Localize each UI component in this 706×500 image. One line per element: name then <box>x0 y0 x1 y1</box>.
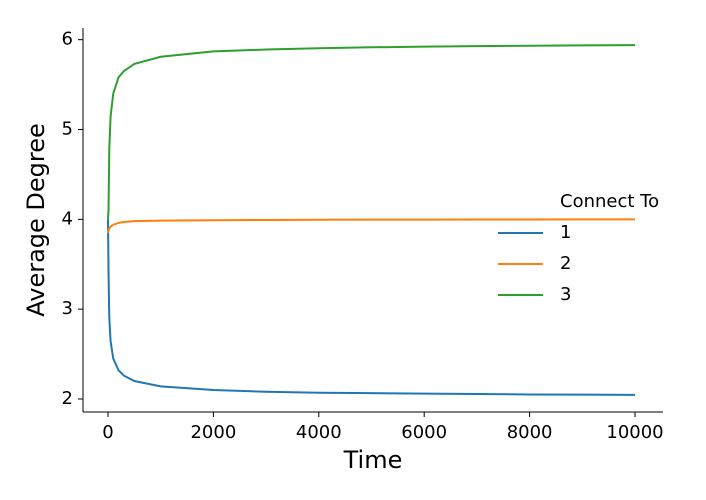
legend-label: 1 <box>560 222 571 243</box>
y-tick-label: 3 <box>62 298 73 319</box>
legend-title: Connect To <box>560 191 659 212</box>
legend-label: 2 <box>560 253 571 274</box>
series-line <box>106 219 636 396</box>
y-tick-label: 4 <box>62 208 73 229</box>
x-tick-label: 2000 <box>190 422 236 443</box>
y-axis-label: Average Degree <box>22 123 50 317</box>
x-tick-label: 4000 <box>296 422 342 443</box>
series-line <box>106 44 636 220</box>
series-line <box>106 218 636 233</box>
x-tick-label: 8000 <box>507 422 553 443</box>
y-tick-label: 2 <box>62 388 73 409</box>
x-tick-label: 10000 <box>606 422 663 443</box>
x-tick-label: 0 <box>102 422 113 443</box>
x-axis-label: Time <box>343 446 403 474</box>
y-tick-label: 6 <box>62 29 73 50</box>
y-tick-label: 5 <box>62 119 73 140</box>
x-tick-label: 6000 <box>401 422 447 443</box>
legend-label: 3 <box>560 284 571 305</box>
